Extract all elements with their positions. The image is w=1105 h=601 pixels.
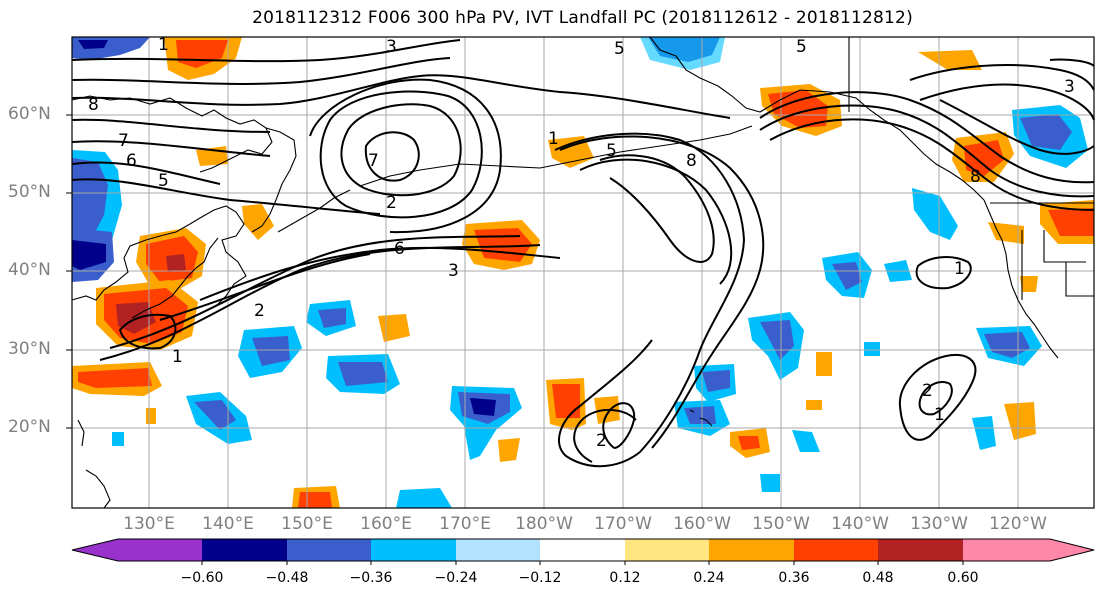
- colorbar-segments: [72, 539, 1094, 561]
- contour-label-1e: 1: [934, 405, 945, 425]
- graticule: [72, 37, 1094, 508]
- lat-label-20n: 20°N: [8, 417, 51, 437]
- colorbar-segment: [371, 539, 456, 561]
- contour-label-5c: 5: [796, 37, 807, 57]
- philippines: [85, 469, 111, 509]
- map-title: 2018112312 F006 300 hPa PV, IVT Landfall…: [252, 8, 913, 28]
- contour-label-6: 6: [394, 239, 405, 259]
- contour-label-3b: 3: [386, 37, 397, 57]
- colorbar-outline: [71, 538, 1095, 562]
- contour-label-1c: 1: [548, 129, 559, 149]
- contour-label-1: 1: [172, 347, 183, 367]
- lon-label-170w: 170°W: [594, 514, 652, 534]
- colorbar-label-6: 0.24: [693, 570, 725, 586]
- kuril-chain: [277, 189, 351, 233]
- japan: [131, 237, 219, 319]
- colorbar-extend-max: [963, 539, 1094, 561]
- axis-ticks: [66, 114, 72, 429]
- colorbar-segment: [878, 539, 963, 561]
- colorbar-label-8: 0.48: [862, 570, 894, 586]
- colorbar-label-2: −0.36: [349, 570, 393, 586]
- lon-label-120w: 120°W: [989, 514, 1047, 534]
- lon-label-170e: 170°E: [439, 514, 491, 534]
- colorbar-label-3: −0.24: [434, 570, 478, 586]
- colorbar-label-1: −0.48: [265, 570, 309, 586]
- colorbar-segment: [287, 539, 371, 561]
- colorbar-segment: [709, 539, 794, 561]
- contour-label-5d: 5: [606, 141, 617, 161]
- colorbar-label-0: −0.60: [180, 570, 224, 586]
- coastlines: [71, 36, 1094, 509]
- colorbar-segment: [456, 539, 540, 561]
- contour-label-2: 2: [254, 301, 265, 321]
- contour-label-3: 3: [448, 261, 459, 281]
- contour-label-8c: 8: [970, 167, 981, 187]
- north-america-coast: [983, 199, 1059, 359]
- contour-label-1d: 1: [954, 259, 965, 279]
- kamchatka: [251, 127, 297, 233]
- hawaii: [689, 409, 713, 427]
- lat-label-60n: 60°N: [8, 104, 51, 124]
- lat-label-50n: 50°N: [8, 182, 51, 202]
- colorbar-extend-min: [72, 539, 202, 561]
- lon-label-140e: 140°E: [202, 514, 254, 534]
- contour-label-6b: 6: [126, 151, 137, 171]
- contour-label-7b: 7: [368, 151, 379, 171]
- lon-label-150e: 150°E: [281, 514, 333, 534]
- colorbar-segment: [202, 539, 287, 561]
- taiwan: [77, 419, 85, 447]
- lon-label-130w: 130°W: [910, 514, 968, 534]
- colorbar-label-5: 0.12: [609, 570, 641, 586]
- asia-coast: [71, 205, 247, 307]
- us-states: [1021, 230, 1094, 300]
- alaska-coast: [649, 36, 985, 201]
- contour-label-2b: 2: [386, 193, 397, 213]
- contour-label-1b: 1: [158, 35, 169, 55]
- contour-label-5: 5: [158, 171, 169, 191]
- contour-label-2d: 2: [922, 381, 933, 401]
- map-frame: [71, 36, 1095, 509]
- colorbar-ticks: [201, 561, 964, 565]
- pv-contours: [71, 39, 1095, 468]
- contour-label-8: 8: [88, 95, 99, 115]
- lon-label-160e: 160°E: [360, 514, 412, 534]
- aleutians: [359, 125, 753, 187]
- lon-label-150w: 150°W: [752, 514, 810, 534]
- lon-label-130e: 130°E: [123, 514, 175, 534]
- contour-labels: 1 2 3 6 2 7 6 5 8 3 1 5 5 5 1 8 2 3 8 1 …: [88, 35, 1075, 451]
- lon-label-140w: 140°W: [831, 514, 889, 534]
- contour-label-8b: 8: [686, 151, 697, 171]
- contour-label-3c: 3: [1064, 77, 1075, 97]
- colorbar-label-4: −0.12: [518, 570, 562, 586]
- contour-label-5b: 5: [614, 39, 625, 59]
- lon-label-160w: 160°W: [673, 514, 731, 534]
- colorbar-segment: [794, 539, 878, 561]
- colorbar-segment: [540, 539, 625, 561]
- lon-label-180w: 180°W: [515, 514, 573, 534]
- lat-label-40n: 40°N: [8, 260, 51, 280]
- colorbar-segment: [625, 539, 709, 561]
- pc-shading: [72, 37, 1094, 508]
- colorbar-label-7: 0.36: [778, 570, 810, 586]
- negative-patches: [72, 37, 1088, 508]
- colorbar-label-9: 0.60: [947, 570, 979, 586]
- contour-label-7: 7: [118, 131, 129, 151]
- lat-label-30n: 30°N: [8, 339, 51, 359]
- contour-label-2c: 2: [596, 431, 607, 451]
- colorbar: [71, 538, 1095, 565]
